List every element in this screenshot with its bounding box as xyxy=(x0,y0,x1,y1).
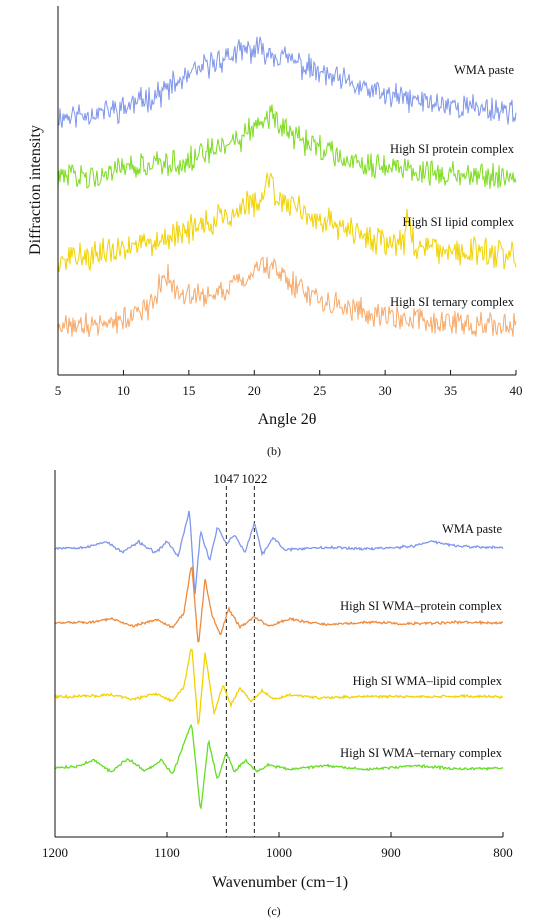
series-line-high-si-wma-lipid-complex xyxy=(54,648,504,725)
ftir-plot-area xyxy=(54,510,504,811)
series-line-wma-paste xyxy=(57,36,517,128)
x-tick-label: 35 xyxy=(444,383,457,398)
ftir-chart: 1047 1022 1200 1100 1000 900 800 Wavenumber (… xyxy=(42,470,513,918)
x-tick-label: 10 xyxy=(117,383,130,398)
series-label-high-si-wma-protein-complex: High SI WMA–protein complex xyxy=(340,599,503,613)
xrd-plot-area xyxy=(57,36,517,337)
x-tick-label: 25 xyxy=(313,383,326,398)
xrd-x-axis-title: Angle 2θ xyxy=(258,411,317,428)
x-tick-label: 900 xyxy=(381,845,401,860)
reference-line-label-1047: 1047 xyxy=(213,471,240,486)
ftir-reference-lines: 1047 1022 xyxy=(213,471,267,837)
series-label-high-si-protein-complex: High SI protein complex xyxy=(390,142,515,156)
x-tick-label: 1200 xyxy=(42,845,68,860)
x-tick-label: 800 xyxy=(493,845,513,860)
series-line-high-si-lipid-complex xyxy=(57,172,517,273)
series-label-wma-paste: WMA paste xyxy=(454,63,515,77)
x-tick-label: 5 xyxy=(55,383,62,398)
series-label-high-si-wma-ternary-complex: High SI WMA–ternary complex xyxy=(340,746,503,760)
ftir-x-axis-title: Wavenumber (cm−1) xyxy=(212,874,348,891)
xrd-x-ticks: 5 10 15 20 25 30 35 40 xyxy=(55,370,523,398)
panel-label-b: (b) xyxy=(267,444,281,458)
xrd-chart: 5 10 15 20 25 30 35 40 Angle 2θ Diffraction int… xyxy=(27,6,523,458)
series-label-wma-paste: WMA paste xyxy=(442,522,503,536)
x-tick-label: 1100 xyxy=(154,845,180,860)
reference-line-label-1022: 1022 xyxy=(241,471,267,486)
series-line-wma-paste xyxy=(54,510,504,595)
x-tick-label: 15 xyxy=(182,383,195,398)
series-line-high-si-ternary-complex xyxy=(57,256,517,337)
ftir-series-labels: WMA paste High SI WMA–protein complex High… xyxy=(340,522,503,760)
series-label-high-si-ternary-complex: High SI ternary complex xyxy=(390,295,515,309)
series-line-high-si-protein-complex xyxy=(57,104,517,189)
xrd-y-axis-title: Diffraction intensity xyxy=(27,125,44,255)
x-tick-label: 30 xyxy=(379,383,392,398)
series-label-high-si-lipid-complex: High SI lipid complex xyxy=(403,215,515,229)
xrd-series-labels: WMA paste High SI protein complex High SI … xyxy=(390,63,515,309)
series-label-high-si-wma-lipid-complex: High SI WMA–lipid complex xyxy=(353,674,503,688)
series-line-high-si-wma-protein-complex xyxy=(54,566,504,643)
x-tick-label: 40 xyxy=(510,383,523,398)
x-tick-label: 1000 xyxy=(266,845,292,860)
panel-label-c: (c) xyxy=(267,904,280,918)
x-tick-label: 20 xyxy=(248,383,261,398)
ftir-x-ticks: 1200 1100 1000 900 800 xyxy=(42,832,513,860)
series-line-high-si-wma-ternary-complex xyxy=(55,723,504,811)
